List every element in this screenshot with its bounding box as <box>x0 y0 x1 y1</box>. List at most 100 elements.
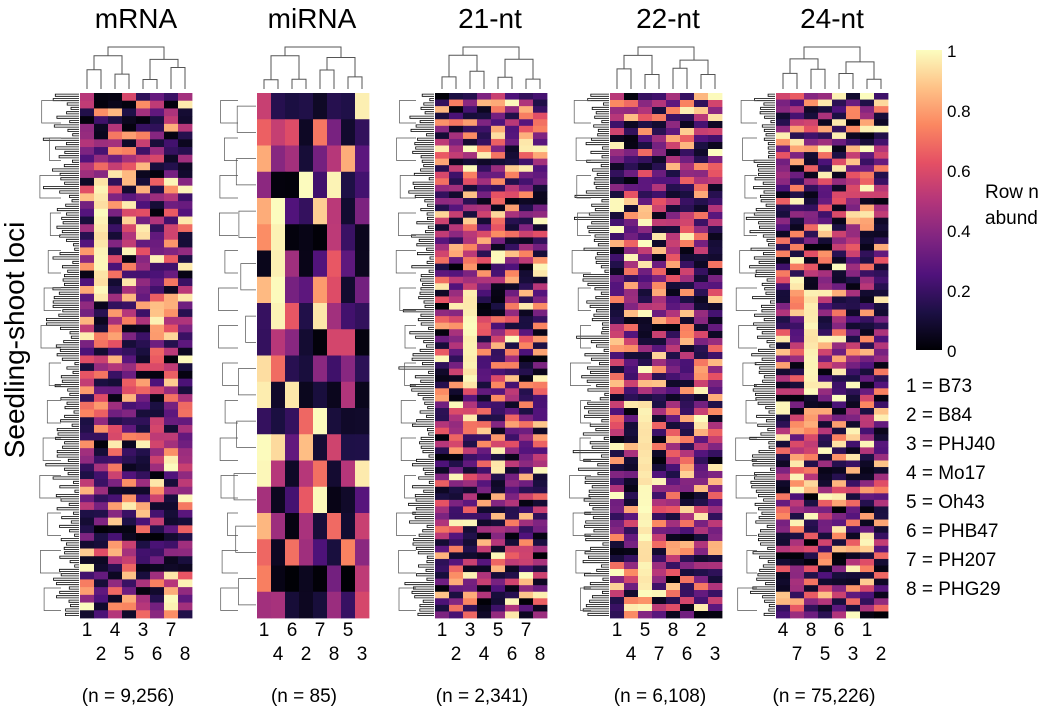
heatmap-cell <box>449 447 464 455</box>
column-label: 8 <box>535 644 546 665</box>
heatmap-cell <box>652 254 667 262</box>
heatmap-cell <box>178 208 193 217</box>
panel-count-label: (n = 6,108) <box>614 686 706 707</box>
heatmap-cell <box>638 373 653 381</box>
heatmap-cell <box>832 604 847 612</box>
heatmap-cell <box>94 525 109 534</box>
heatmap-cell <box>804 473 819 481</box>
heatmap-cell <box>860 591 875 599</box>
heatmap-cell <box>136 286 151 295</box>
row-dendrogram-branch <box>68 502 79 506</box>
heatmap-cell <box>108 108 123 117</box>
heatmap-cell <box>874 480 889 488</box>
heatmap-cell <box>519 585 534 593</box>
heatmap-cell <box>818 453 833 461</box>
heatmap-cell <box>804 125 819 133</box>
heatmap-cell <box>94 378 109 387</box>
heatmap-cell <box>804 598 819 606</box>
heatmap-cell <box>790 204 805 212</box>
heatmap-cell <box>694 107 709 115</box>
heatmap-cell <box>610 331 625 339</box>
row-dendrogram-branch <box>758 450 775 454</box>
row-dendrogram-branch <box>238 578 256 606</box>
row-dendrogram-branch <box>755 269 775 273</box>
column-label: 2 <box>876 644 887 665</box>
row-dendrogram-branch <box>587 612 609 616</box>
heatmap-cell <box>505 145 520 153</box>
heatmap-cell <box>680 331 695 339</box>
heatmap-cell <box>505 184 520 192</box>
row-dendrogram-branch <box>66 542 79 546</box>
heatmap-cell <box>178 262 193 271</box>
heatmap-cell <box>708 352 723 360</box>
row-dendrogram-branch <box>581 375 609 379</box>
heatmap-cell <box>178 116 193 125</box>
heatmap-cell <box>624 198 639 206</box>
heatmap-cell <box>874 598 889 606</box>
heatmap-cell <box>122 154 137 163</box>
heatmap-cell <box>624 373 639 381</box>
row-dendrogram-branch <box>750 590 775 594</box>
heatmap-cell <box>477 453 492 461</box>
heatmap-cell <box>477 106 492 114</box>
heatmap-cell <box>533 440 548 448</box>
heatmap-cell <box>832 217 847 225</box>
heatmap-cell <box>666 604 681 612</box>
heatmap-cell <box>463 447 478 455</box>
heatmap-cell <box>271 145 286 173</box>
heatmap-cell <box>610 212 625 220</box>
heatmap-cell <box>832 447 847 455</box>
heatmap-cell <box>463 178 478 186</box>
heatmap-cell <box>624 471 639 479</box>
heatmap-cell <box>178 502 193 511</box>
heatmap-cell <box>519 539 534 547</box>
heatmap-cell <box>874 152 889 160</box>
heatmap-cell <box>355 329 370 356</box>
heatmap-cell <box>477 578 492 586</box>
heatmap-cell <box>505 578 520 586</box>
row-dendrogram-branch <box>428 432 434 436</box>
heatmap-cell <box>435 138 450 146</box>
heatmap-cell <box>846 224 861 232</box>
heatmap-cell <box>491 565 506 573</box>
heatmap-cell <box>666 408 681 416</box>
heatmap-cell <box>122 486 137 495</box>
heatmap-cell <box>449 178 464 186</box>
column-label: 7 <box>521 620 532 641</box>
heatmap-cell <box>776 598 791 606</box>
heatmap-cell <box>818 230 833 238</box>
heatmap-cell <box>666 240 681 248</box>
heatmap-cell <box>150 509 165 519</box>
heatmap-cell <box>477 381 492 389</box>
heatmap-cell <box>846 526 861 534</box>
row-dendrogram-branch <box>595 428 609 432</box>
heatmap-cell <box>652 310 667 318</box>
heatmap-cell <box>519 499 534 507</box>
heatmap-cell <box>178 231 193 241</box>
heatmap-cell <box>94 540 109 549</box>
heatmap-cell <box>790 453 805 461</box>
heatmap-cell <box>150 401 165 410</box>
heatmap-cell <box>652 506 667 514</box>
heatmap-cell <box>505 296 520 304</box>
heatmap-cell <box>533 99 548 107</box>
row-dendrogram-branch <box>426 577 434 581</box>
heatmap-cell <box>832 296 847 304</box>
heatmap-cell <box>327 276 342 304</box>
heatmap-cell <box>271 276 286 304</box>
heatmap-cell <box>435 289 450 297</box>
heatmap-cell <box>505 539 520 547</box>
heatmap-cell <box>94 201 109 210</box>
heatmap-cell <box>694 576 709 584</box>
heatmap-cell <box>860 434 875 442</box>
heatmap-cell <box>610 177 625 185</box>
panel-count-label: (n = 85) <box>271 686 337 707</box>
heatmap-cell <box>624 590 639 598</box>
heatmap-cell <box>477 138 492 146</box>
colorbar-gradient <box>916 50 942 350</box>
row-dendrogram-branch <box>416 221 434 225</box>
column-dendrogram-branch <box>86 69 102 89</box>
heatmap-cell <box>874 204 889 212</box>
row-dendrogram-branch <box>765 291 775 295</box>
